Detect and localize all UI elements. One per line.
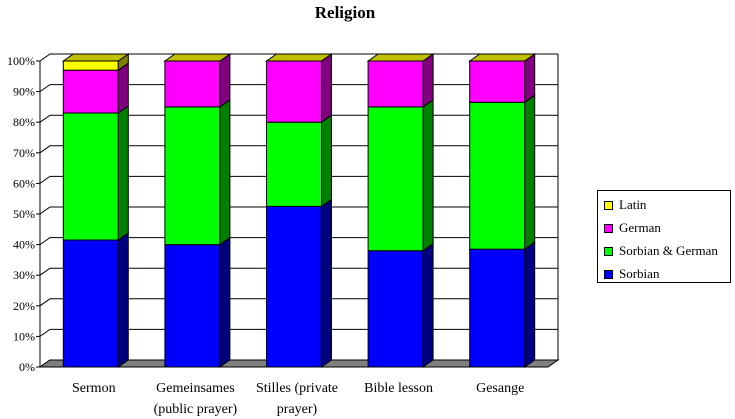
bar-top xyxy=(366,53,435,62)
bar-sorbian-side xyxy=(524,241,536,368)
bar-sorbian-german-side xyxy=(219,98,231,246)
bar-sorbian-german-side xyxy=(524,94,536,251)
bar-sorbian xyxy=(367,250,424,368)
legend-swatch xyxy=(604,200,613,210)
legend-item: Latin xyxy=(604,197,646,213)
bar-top xyxy=(264,53,334,62)
y-tick-label: 60% xyxy=(13,176,35,190)
x-tick-label: Gesange xyxy=(476,381,524,396)
bar-sorbian-side xyxy=(321,198,332,368)
legend-label: Latin xyxy=(619,197,647,212)
bar-sorbian-side xyxy=(117,232,129,368)
x-tick-label: prayer) xyxy=(277,402,318,417)
bar-german-side xyxy=(321,53,332,124)
bar-german-side xyxy=(422,53,434,108)
bar-sorbian xyxy=(266,205,322,368)
bar-german xyxy=(62,69,119,114)
legend-label: Sorbian xyxy=(619,266,660,281)
bar-top xyxy=(468,53,537,62)
bar-german xyxy=(469,60,526,103)
legend-label: Sorbian & German xyxy=(619,243,718,258)
y-tick-label: 10% xyxy=(13,329,35,343)
x-tick-label: Sermon xyxy=(72,381,116,396)
bar-sorbian xyxy=(164,244,221,368)
bar-german xyxy=(367,60,424,108)
y-tick-label: 50% xyxy=(13,207,35,221)
y-tick-label: 90% xyxy=(13,85,35,99)
legend-swatch xyxy=(604,223,613,233)
bar-german xyxy=(266,60,322,123)
y-tick-label: 100% xyxy=(7,54,35,68)
x-tick-label: Stilles (private xyxy=(256,381,338,396)
y-tick-label: 80% xyxy=(13,115,35,129)
bar-sorbian-german-side xyxy=(422,98,434,252)
y-tick-label: 40% xyxy=(13,238,35,252)
bar-sorbian-german xyxy=(266,121,322,207)
bar-sorbian-german xyxy=(164,106,221,246)
legend-swatch xyxy=(604,269,613,279)
bar-sorbian-german-side xyxy=(321,114,332,208)
bar-top xyxy=(61,53,130,62)
x-tick-label: (public prayer) xyxy=(154,402,238,417)
bar-sorbian-side xyxy=(422,242,434,368)
bar-sorbian xyxy=(62,239,119,368)
bar-german xyxy=(164,60,221,108)
x-tick-label: Bible lesson xyxy=(364,381,433,396)
chart-legend: Latin German Sorbian & German Sorbian xyxy=(597,190,731,283)
legend-item: Sorbian xyxy=(604,266,659,282)
bar-top xyxy=(163,53,232,62)
legend-item: Sorbian & German xyxy=(604,243,718,259)
y-tick-label: 0% xyxy=(19,360,35,374)
chart-title: Religion xyxy=(314,3,376,22)
bar-sorbian xyxy=(469,248,526,368)
y-tick-label: 70% xyxy=(13,146,35,160)
bar-sorbian-side xyxy=(219,236,231,368)
bar-sorbian-german-side xyxy=(117,105,129,241)
legend-item: German xyxy=(604,220,661,236)
bar-sorbian-german xyxy=(469,101,526,250)
bar-german-side xyxy=(219,53,231,108)
y-tick-label: 20% xyxy=(13,299,35,313)
legend-swatch xyxy=(604,246,613,256)
x-tick-label: Gemeinsames xyxy=(156,381,235,396)
bar-german-side xyxy=(117,62,129,114)
bar-sorbian-german xyxy=(62,112,119,241)
bar-latin xyxy=(62,60,119,71)
y-tick-label: 30% xyxy=(13,268,35,282)
legend-label: German xyxy=(619,220,661,235)
bar-german-side xyxy=(524,53,536,104)
bar-sorbian-german xyxy=(367,106,424,252)
